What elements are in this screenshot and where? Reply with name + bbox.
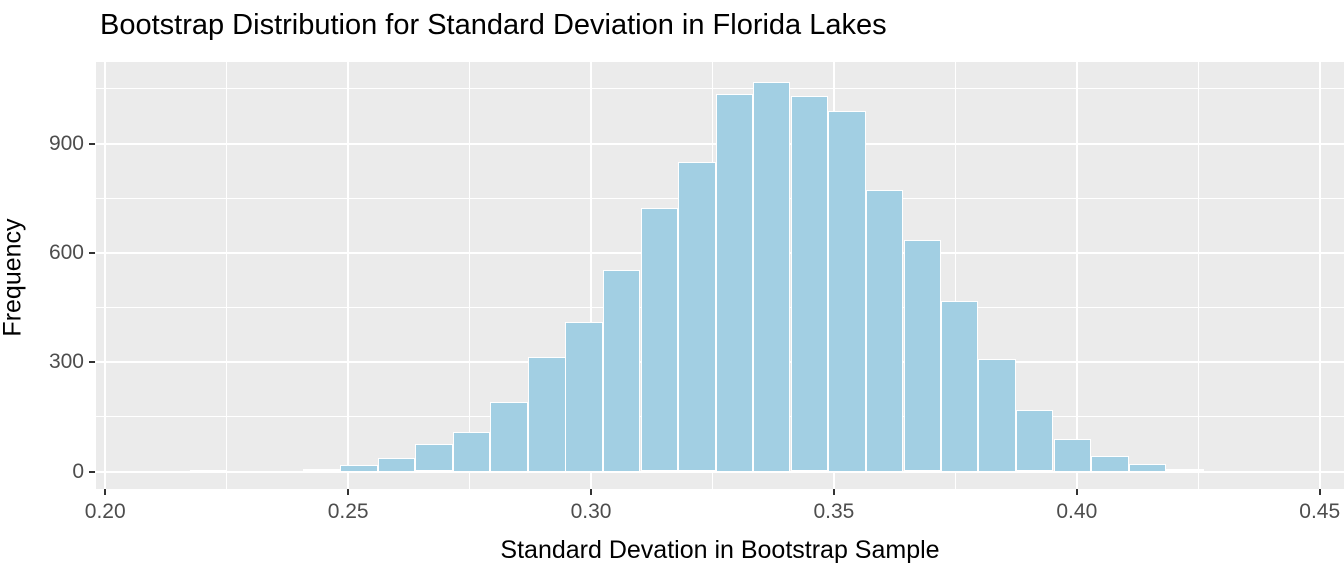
x-tick-label: 0.35: [813, 500, 855, 523]
x-tick-label: 0.30: [570, 500, 612, 523]
histogram-bar: [790, 96, 829, 472]
x-tick-label: 0.45: [1299, 500, 1341, 523]
x-tick-mark: [590, 489, 593, 495]
gridline-minor-vertical: [954, 62, 956, 489]
histogram-bar: [1091, 455, 1129, 472]
gridline-major-horizontal: [96, 470, 1344, 473]
gridline-minor-horizontal: [96, 88, 1344, 90]
y-tick-label: 300: [48, 350, 84, 374]
histogram-bar: [715, 94, 754, 472]
y-tick-mark: [89, 470, 95, 473]
histogram-bar: [528, 357, 566, 472]
histogram-bar: [490, 402, 528, 472]
x-tick-label: 0.40: [1056, 500, 1098, 523]
x-tick-mark: [832, 489, 835, 495]
chart-title: Bootstrap Distribution for Standard Devi…: [100, 9, 887, 41]
x-tick-mark: [1075, 489, 1078, 495]
histogram-bar: [1128, 464, 1166, 472]
histogram-bar: [415, 444, 453, 472]
histogram-bar: [152, 470, 191, 473]
x-tick-label: 0.25: [327, 500, 369, 523]
gridline-major-vertical: [347, 62, 350, 489]
histogram-bar: [452, 432, 491, 472]
x-tick-label: 0.20: [84, 500, 126, 523]
histogram-bar: [640, 207, 679, 472]
histogram-bar: [903, 239, 942, 472]
histogram-bar: [302, 469, 341, 472]
x-tick-mark: [1318, 489, 1321, 495]
gridline-major-vertical: [104, 62, 107, 489]
histogram-bar: [940, 301, 979, 472]
histogram-bar: [828, 110, 866, 472]
gridline-major-vertical: [1318, 62, 1321, 489]
histogram-bar: [1241, 470, 1279, 473]
gridline-major-vertical: [1075, 62, 1078, 489]
x-tick-mark: [347, 489, 350, 495]
histogram-bar: [565, 322, 603, 472]
histogram-bar: [1166, 469, 1204, 472]
gridline-major-vertical: [590, 62, 593, 489]
histogram-bar: [678, 161, 716, 472]
histogram-bar: [752, 81, 791, 472]
histogram-bar: [865, 189, 904, 472]
histogram-bar: [265, 470, 303, 473]
y-tick-label: 0: [72, 459, 84, 483]
gridline-minor-vertical: [469, 62, 471, 489]
y-tick-mark: [89, 361, 95, 364]
histogram-bar: [602, 270, 641, 472]
histogram-bar: [377, 458, 416, 472]
x-axis-title: Standard Devation in Bootstrap Sample: [500, 536, 940, 564]
y-tick-mark: [89, 142, 95, 145]
gridline-minor-vertical: [226, 62, 228, 489]
histogram-bar: [340, 464, 378, 472]
y-axis-title: Frequency: [0, 218, 27, 337]
histogram-bar: [189, 470, 228, 473]
x-tick-mark: [104, 489, 107, 495]
y-tick-label: 600: [48, 240, 84, 264]
plot-panel: [96, 62, 1344, 489]
histogram-bar: [1053, 438, 1092, 472]
gridline-minor-vertical: [1197, 62, 1199, 489]
histogram-bar: [978, 358, 1016, 472]
y-tick-mark: [89, 251, 95, 254]
histogram-bar: [1015, 409, 1054, 472]
y-tick-label: 900: [48, 131, 84, 155]
